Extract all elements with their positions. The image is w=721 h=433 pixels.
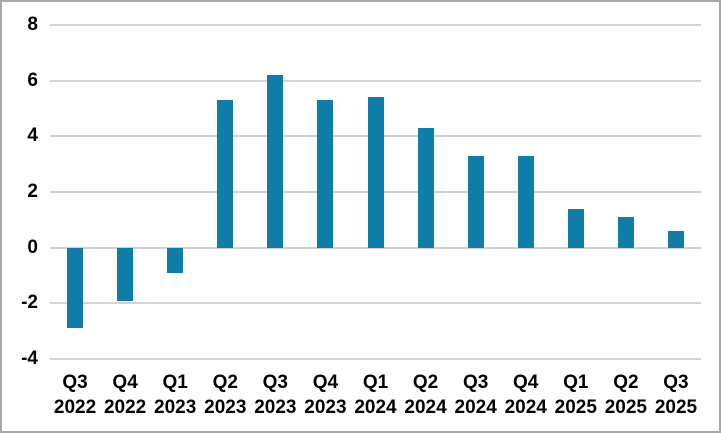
x-axis-label-year: 2023 [304,397,347,418]
bar-Q1-2023 [167,247,184,273]
x-axis-label-quarter: Q1 [162,372,188,393]
y-axis-label: 0 [27,236,38,258]
x-axis-label-quarter: Q3 [62,372,88,393]
bar-Q1-2024 [367,97,384,248]
x-axis-label-quarter: Q4 [513,372,539,393]
x-axis-label-quarter: Q4 [312,372,339,393]
x-axis-label-year: 2025 [554,397,597,418]
x-axis-label-year: 2023 [154,397,197,418]
x-axis-label-year: 2024 [504,397,547,418]
bar-Q1-2025 [567,208,584,248]
x-axis-label-year: 2022 [53,397,97,418]
x-axis-label-quarter: Q3 [262,372,289,393]
x-axis-label: Q3 2022 [45,370,105,420]
bar-Q4-2022 [117,247,134,301]
x-axis-label-quarter: Q1 [563,372,589,393]
x-axis-label: Q2 2025 [596,370,656,420]
y-axis-label: -4 [21,348,38,369]
x-axis-label-year: 2023 [204,397,247,418]
x-axis-label-quarter: Q3 [663,372,689,393]
x-axis-label: Q2 2023 [195,370,255,420]
bar-Q4-2024 [517,155,534,248]
bar-Q4-2023 [317,100,334,248]
y-axis-label: 8 [27,14,38,35]
plot-area [50,24,701,360]
x-axis-label: Q4 2024 [496,370,556,420]
x-axis-label: Q1 2024 [346,370,406,420]
x-axis-label-quarter: Q4 [112,372,138,393]
x-axis-label-quarter: Q3 [462,372,489,393]
x-axis-label-year: 2022 [103,397,147,418]
x-axis-label: Q1 2023 [145,370,205,420]
bar-Q2-2024 [417,127,434,248]
x-axis-label-year: 2025 [604,397,648,418]
bar-Q3-2023 [267,75,284,248]
y-axis-label: 4 [27,125,38,147]
y-axis-label: -2 [21,292,38,314]
x-axis-label: Q3 2023 [245,370,305,420]
x-axis-label-quarter: Q2 [613,372,639,393]
x-axis-label: Q4 2023 [295,370,355,420]
bar-Q2-2023 [217,100,234,248]
x-axis-label-year: 2024 [354,397,397,418]
x-axis-label: Q4 2022 [95,370,155,420]
x-axis-label: Q2 2024 [396,370,456,420]
x-axis-label-year: 2024 [404,397,447,418]
bar-Q2-2025 [617,217,634,248]
x-axis-label: Q3 2024 [446,370,506,420]
gridline-y-0 [50,246,701,249]
gridline-y--2 [50,302,701,305]
y-axis-label: 2 [27,181,38,202]
gridline-y--4 [50,358,701,360]
x-axis-label-year: 2025 [654,397,698,418]
x-axis-label-quarter: Q1 [362,372,389,393]
x-axis-label-year: 2024 [454,397,497,418]
x-axis-label-year: 2023 [254,397,297,418]
x-axis-label: Q3 2025 [646,370,706,420]
bar-Q3-2024 [467,155,484,248]
gridline-y-6 [50,79,701,82]
bar-Q3-2022 [67,247,84,329]
bar-Q3-2025 [667,230,684,248]
gridline-y-8 [50,24,701,26]
x-axis-label: Q1 2025 [546,370,606,420]
x-axis-label-quarter: Q2 [412,372,439,393]
y-axis-label: 6 [27,69,38,91]
x-axis-label-quarter: Q2 [212,372,238,393]
